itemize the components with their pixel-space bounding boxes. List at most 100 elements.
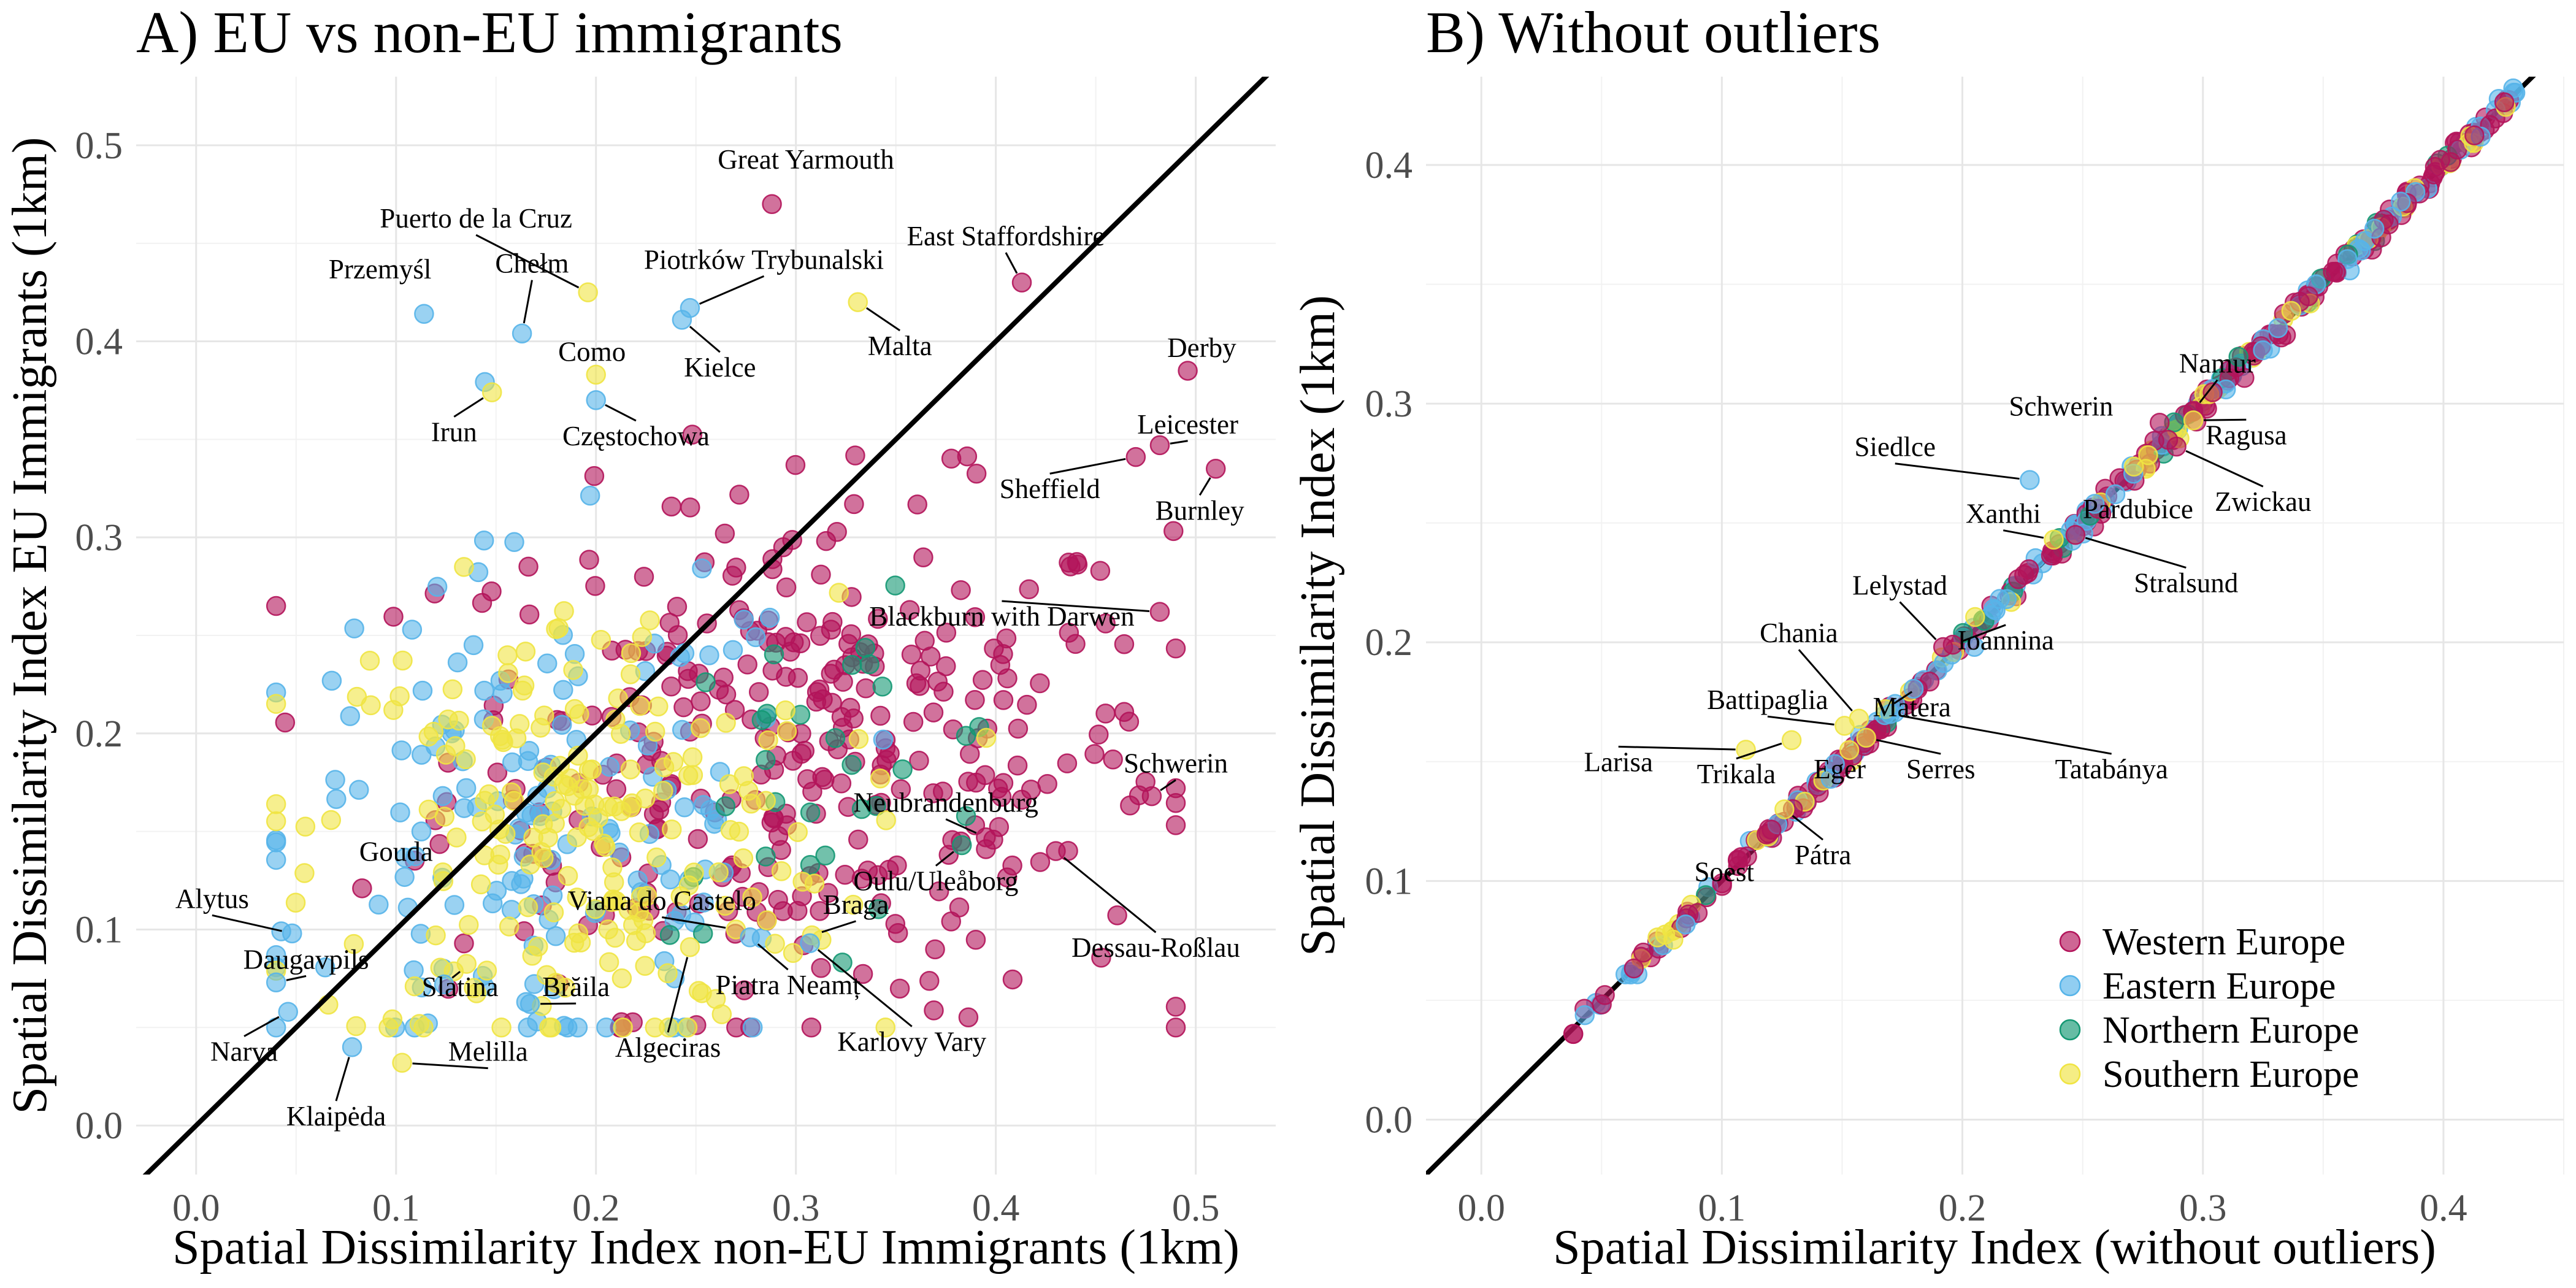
panel-a-title: A) EU vs non-EU immigrants [136,0,843,65]
point-western-europe [2014,565,2034,585]
point-western-europe [748,682,769,702]
point-southern-europe [804,873,825,894]
point-label-namur: Namur [2179,348,2256,379]
point-western-europe [923,783,943,803]
point-southern-europe [976,727,997,748]
point-southern-europe [545,791,565,811]
point-eastern-europe [344,618,364,638]
y-tick-label: 0.0 [75,1105,123,1147]
point-daugavpils [266,972,286,992]
point-western-europe [2494,92,2515,112]
point-eastern-europe [463,635,484,656]
point-southern-europe [663,752,684,772]
point-eastern-europe [537,653,558,673]
point-western-europe [688,829,708,849]
point-southern-europe [558,865,578,886]
point-southern-europe [692,983,712,1003]
point-label-neubrandenburg: Neubrandenburg [853,788,1038,818]
point-label-oulu-uleaborg: Oulu/Uleåborg [853,866,1018,897]
x-tick-label: 0.4 [2420,1187,2467,1229]
point-label-burnley: Burnley [1156,495,1244,526]
point-southern-europe [418,799,439,820]
point-southern-europe [445,736,466,756]
point-southern-europe [670,886,691,907]
point-western-europe [809,679,830,700]
point-western-europe [1030,852,1051,872]
point-eastern-europe [1676,914,1696,935]
point-eastern-europe [723,640,743,661]
point-eastern-europe [340,706,361,726]
point-northern-europe [859,654,880,675]
leader-line-leicester [1170,440,1188,445]
y-tick-label: 0.3 [75,517,123,559]
point-label-siedlce: Siedlce [1855,432,1936,462]
point-label-viana-do-castelo: Viana do Castelo [568,885,756,916]
point-label-narva: Narva [210,1037,278,1067]
point-southern-europe [608,688,628,709]
point-western-europe [822,611,843,632]
panel-b: B) Without outliers 0.0 0.1 0.2 0.3 0.40.00.… [1291,0,2564,1275]
point-southern-europe [645,721,665,742]
point-southern-europe [491,1018,512,1038]
point-southern-europe [294,863,315,883]
point-western-europe [838,634,859,654]
point-southern-europe [653,781,673,801]
leader-line-xanthi [2003,529,2044,539]
x-tick-label: 0.3 [2179,1187,2227,1229]
point-northern-europe [841,754,862,775]
point-label-blackburn-with-darwen: Blackburn with Darwen [869,601,1134,632]
panel-a-point-labels: Great Yarmouth Puerto de la Cruz Przemyśl C… [175,144,1244,1132]
point-northern-europe [2228,347,2248,367]
point-southern-europe [829,583,849,603]
leader-line-larisa [1618,745,1736,751]
leader-line-slatina [451,970,461,979]
point-western-europe [870,705,891,726]
point-malta [848,292,868,312]
point-label-schwerin: Schwerin [1124,748,1228,779]
legend-swatch-southern-europe [2059,1063,2081,1085]
point-eastern-europe [2364,218,2385,239]
point-eastern-europe [599,757,620,777]
point-eastern-europe [2391,191,2411,212]
point-southern-europe [266,794,286,815]
point-western-europe [925,939,945,960]
point-algeciras [680,937,700,957]
point-label-che-m: Chełm [495,248,569,279]
x-tick-label: 0.0 [1457,1187,1505,1229]
point-western-europe [801,1018,822,1038]
point-eastern-europe [394,867,415,887]
point-western-europe [1165,1018,1186,1038]
point-southern-europe [875,1018,895,1038]
point-western-europe [2326,262,2346,282]
point-southern-europe [470,874,491,895]
point-label-dessau-ro-lau: Dessau-Roßlau [1071,932,1240,963]
point-eastern-europe [391,740,412,761]
point-western-europe [1091,948,1111,968]
x-tick-label: 0.2 [1939,1187,1987,1229]
point-southern-europe [708,862,729,883]
point-irun [481,382,502,402]
point-eastern-europe [504,532,524,553]
point-southern-europe [783,943,803,963]
legend-label-eastern-europe: Eastern Europe [2103,965,2336,1007]
point-label-stralsund: Stralsund [2134,568,2238,599]
leader-line-sheffield [1049,458,1126,475]
point-western-europe [634,567,654,587]
point-southern-europe [266,811,286,832]
leader-line-chania [1798,649,1853,711]
point-southern-europe [775,700,795,721]
point-northern-europe [855,637,876,658]
point-southern-europe [472,811,493,832]
point-western-europe [776,577,797,598]
point-label-ioannina: Ioannina [1957,625,2053,656]
point-southern-europe [635,956,655,976]
y-tick-label: 0.4 [75,321,123,363]
point-southern-europe [640,610,660,631]
point-western-europe [659,613,680,633]
point-southern-europe [757,910,777,930]
leader-line-matera [1893,691,1913,705]
point-neubrandenburg [976,827,996,848]
point-western-europe [831,707,852,727]
point-southern-europe [578,760,599,780]
point-southern-europe [2124,456,2144,477]
